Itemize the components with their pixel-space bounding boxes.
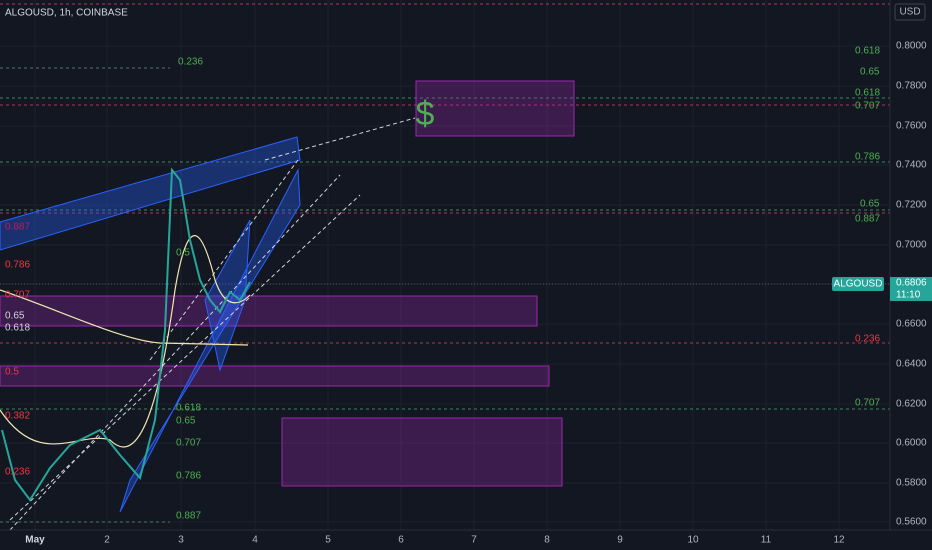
fib-label: 0.707: [855, 101, 880, 112]
price-path: [1, 167, 251, 502]
currency: USD: [899, 7, 920, 18]
price-label: 0.8000: [896, 41, 927, 52]
fib-label: 0.65: [176, 416, 196, 427]
price-label: 0.5600: [896, 517, 927, 528]
time-label: 5: [325, 535, 331, 546]
countdown: 11:10: [896, 290, 921, 301]
fib-label: 0.707: [176, 438, 201, 449]
fib-labels-right: 0.618 0.65 0.618 0.707 0.786 0.65 0.887 …: [855, 46, 880, 409]
fib-label: 0.65: [5, 311, 25, 322]
time-label: 8: [544, 535, 550, 546]
time-label: 11: [761, 535, 772, 546]
price-label: 0.6600: [896, 319, 927, 330]
currency-box[interactable]: [894, 3, 926, 21]
price-labels: 0.8000 0.7800 0.7600 0.7400 0.7200 0.700…: [896, 41, 927, 528]
fib-labels-left: 0.887 0.786 0.707 0.65 0.618 0.5 0.382 0…: [5, 222, 30, 478]
grid: [0, 0, 890, 530]
fib-label: 0.707: [5, 290, 30, 301]
price-axis: [890, 0, 932, 550]
fib-label: 0.236: [5, 467, 30, 478]
symbol-title[interactable]: ALGOUSD, 1h, COINBASE: [5, 8, 128, 19]
fib-label: 0.618: [176, 403, 201, 414]
fib-label: 0.236: [855, 334, 880, 345]
fib-label: 0.786: [5, 260, 30, 271]
fib-label: 0.5: [5, 367, 19, 378]
time-label: 3: [178, 535, 184, 546]
fib-label: 0.618: [855, 46, 880, 57]
time-label: 6: [398, 535, 404, 546]
price-tag: [890, 277, 932, 301]
price-label: 0.6000: [896, 438, 927, 449]
time-label: 9: [617, 535, 623, 546]
time-labels: May 2 3 4 5 6 7 8 9 10 11 12: [25, 535, 845, 546]
time-label: 10: [687, 535, 699, 546]
time-label: 7: [471, 535, 477, 546]
fib-label: 0.382: [5, 411, 30, 422]
fib-label: 0.707: [855, 398, 880, 409]
symbol-tag: [832, 277, 884, 291]
time-label: May: [25, 535, 45, 546]
fib-label: 0.887: [176, 511, 201, 522]
price-label: 0.6400: [896, 359, 927, 370]
price-label: 0.7000: [896, 240, 927, 251]
last-price: 0.6806: [896, 278, 927, 289]
moving-average: [0, 289, 249, 346]
price-label: 0.7200: [896, 200, 927, 211]
fib-label: 0.887: [855, 214, 880, 225]
fib-label: 0.65: [860, 199, 880, 210]
trend-lines: [9, 117, 416, 531]
dollar-marker: $: [416, 95, 435, 133]
fib-label: 0.618: [855, 88, 880, 99]
symbol-tag-text: ALGOUSD: [834, 279, 883, 290]
fib-lines: [0, 3, 890, 523]
time-label: 2: [104, 535, 110, 546]
fib-label: 0.618: [5, 323, 30, 334]
price-label: 0.6200: [896, 399, 927, 410]
price-label: 0.7400: [896, 160, 927, 171]
fib-label: 0.887: [5, 222, 30, 233]
price-label: 0.7600: [896, 121, 927, 132]
fib-label: 0.786: [855, 152, 880, 163]
time-label: 4: [252, 535, 258, 546]
fib-label: 0.5: [176, 248, 190, 259]
fib-label: 0.65: [860, 67, 880, 78]
price-label: 0.7800: [896, 81, 927, 92]
price-label: 0.5800: [896, 478, 927, 489]
fib-label: 0.236: [178, 57, 203, 68]
time-label: 12: [833, 535, 845, 546]
fib-labels-middle: 0.236 0.5 0.618 0.65 0.707 0.786 0.887: [176, 57, 203, 522]
zones: [0, 80, 575, 487]
fib-label: 0.786: [176, 471, 201, 482]
